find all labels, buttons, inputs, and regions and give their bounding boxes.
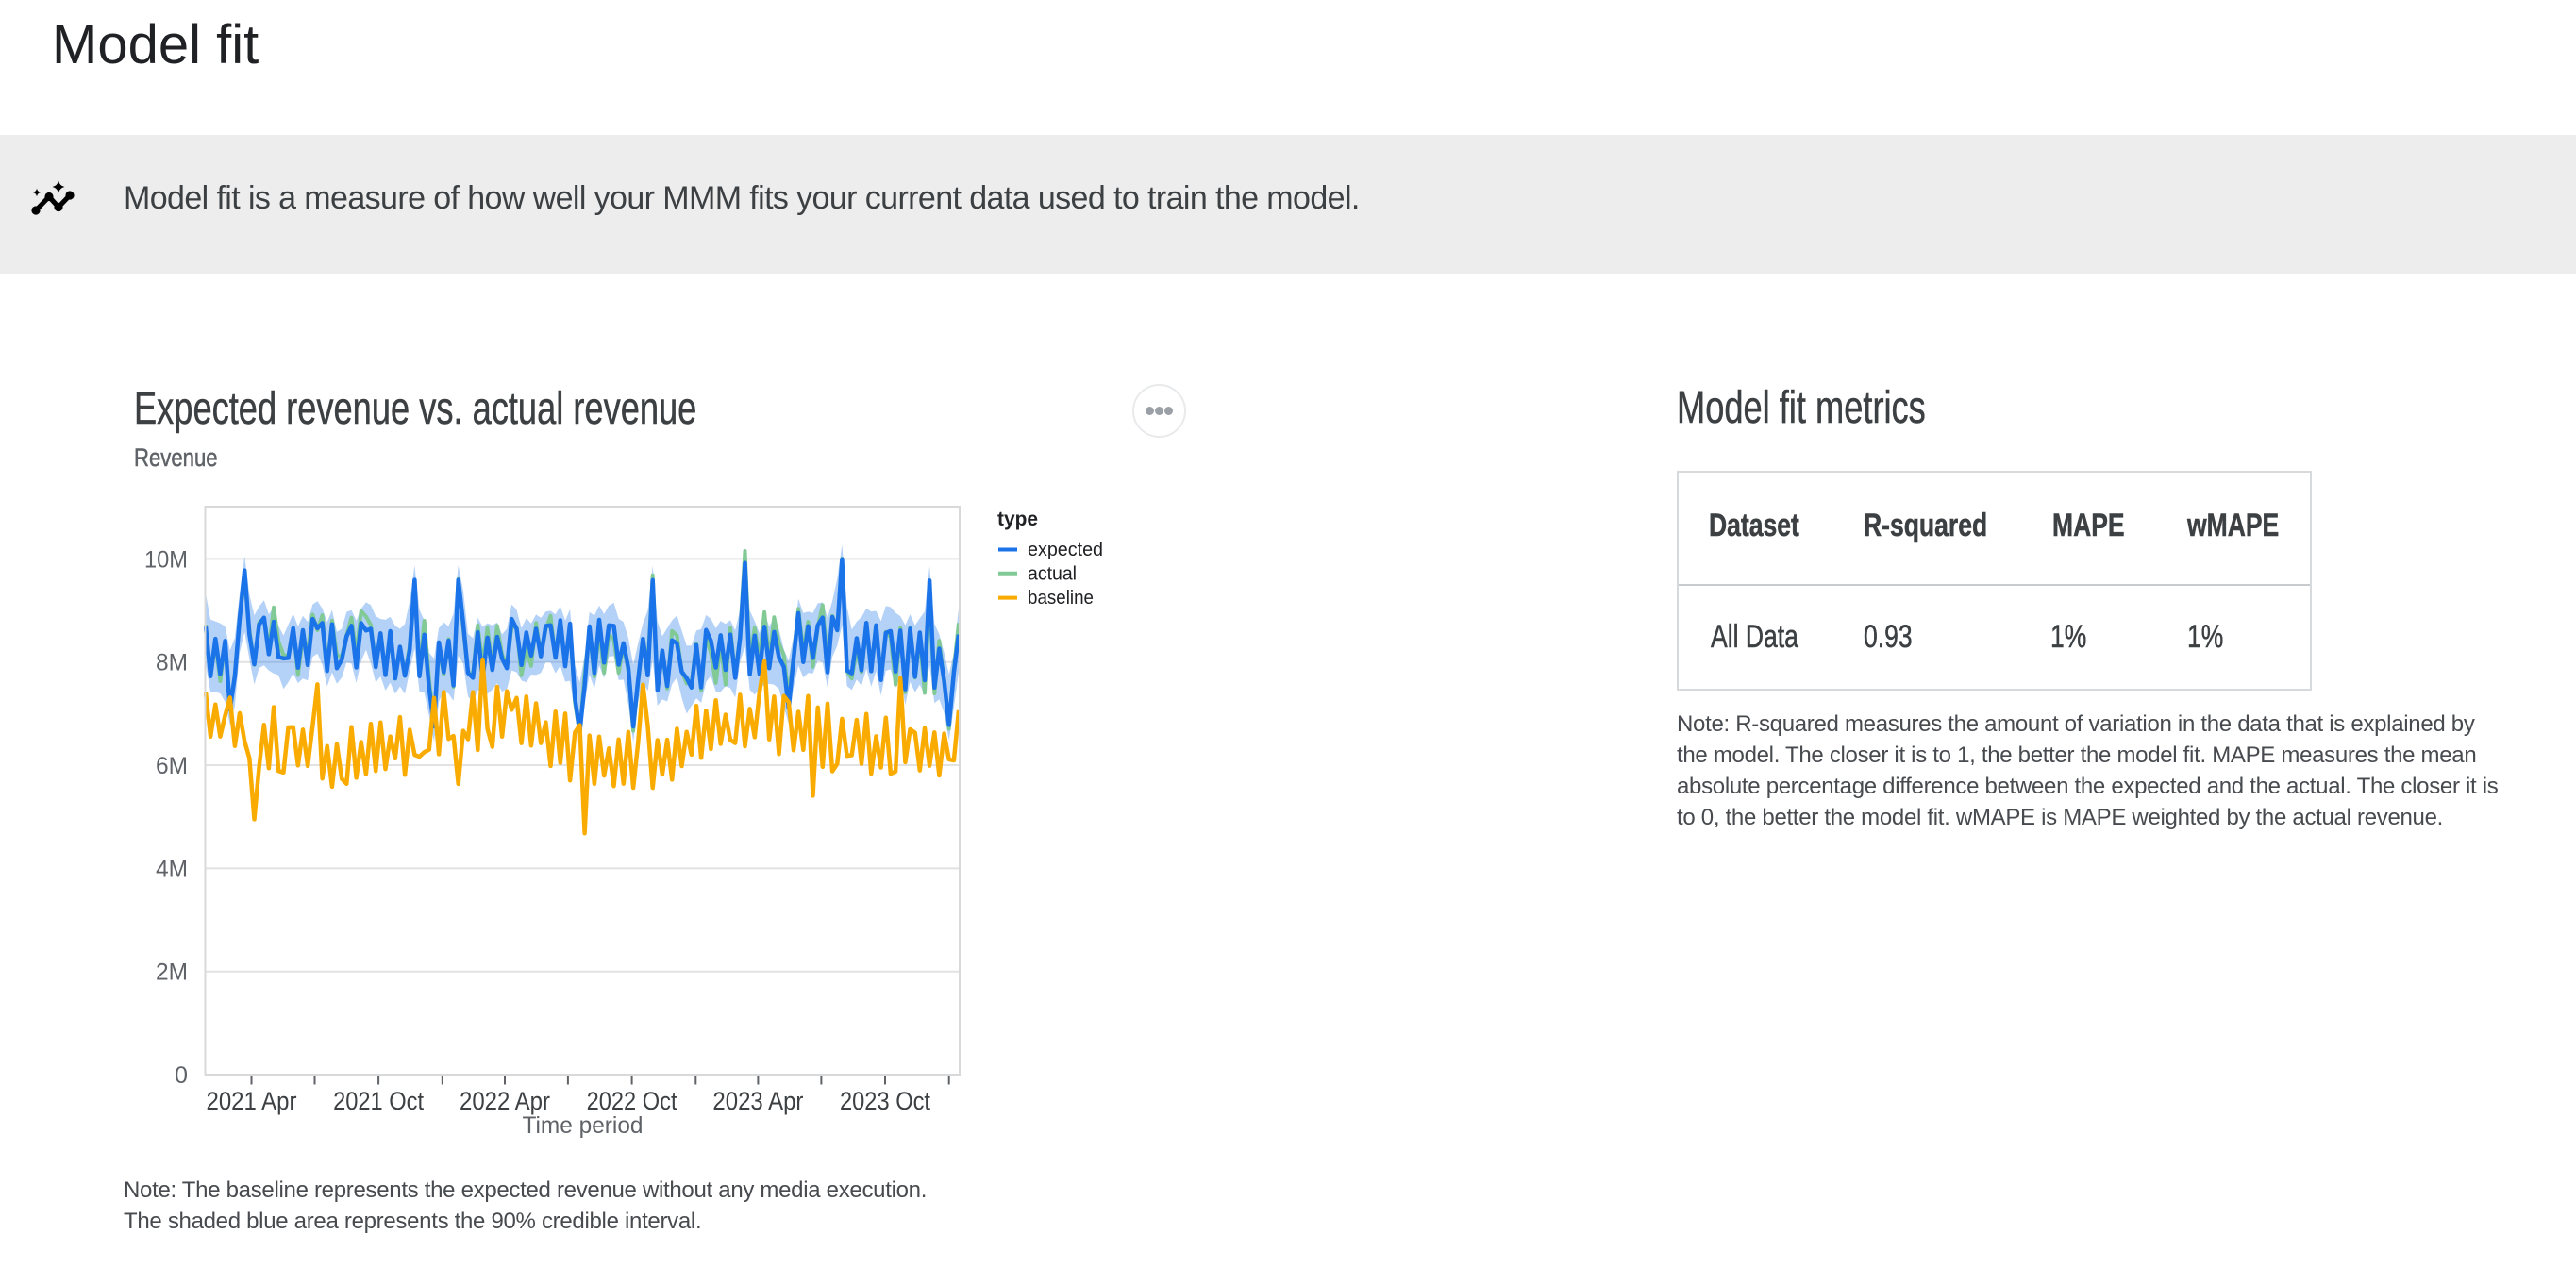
svg-text:2021 Oct: 2021 Oct (333, 1087, 424, 1115)
svg-text:10M: 10M (144, 546, 188, 573)
svg-text:actual: actual (1028, 563, 1077, 584)
svg-text:8M: 8M (156, 650, 188, 676)
svg-text:baseline: baseline (1028, 588, 1094, 609)
svg-text:0: 0 (175, 1062, 188, 1089)
svg-text:2M: 2M (156, 959, 188, 986)
svg-text:2022 Oct: 2022 Oct (587, 1087, 677, 1115)
svg-text:expected: expected (1028, 540, 1103, 560)
svg-text:2023 Apr: 2023 Apr (712, 1087, 803, 1115)
svg-text:2022 Apr: 2022 Apr (460, 1087, 550, 1115)
svg-text:6M: 6M (156, 753, 188, 779)
svg-text:4M: 4M (156, 856, 188, 882)
svg-text:type: type (997, 508, 1038, 530)
svg-text:Time period: Time period (523, 1112, 644, 1139)
svg-text:2023 Oct: 2023 Oct (840, 1087, 930, 1115)
svg-text:2021 Apr: 2021 Apr (207, 1087, 297, 1115)
